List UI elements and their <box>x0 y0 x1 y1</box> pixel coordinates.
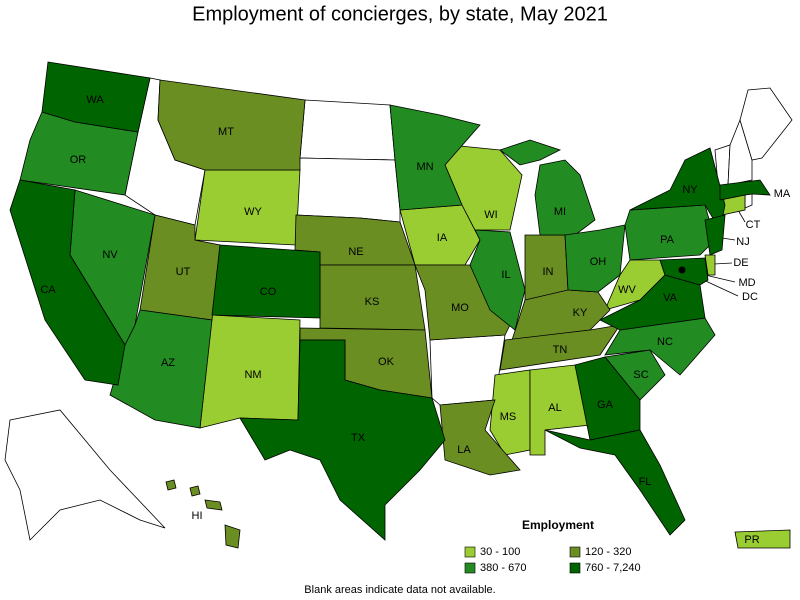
state <box>624 204 716 261</box>
state-label: MS <box>500 411 517 423</box>
state-label: TX <box>351 432 366 444</box>
state-label: NC <box>657 336 673 348</box>
state <box>41 61 151 133</box>
state-label: WA <box>86 94 104 106</box>
state-label: MT <box>218 126 234 138</box>
state-label: LA <box>457 444 471 456</box>
state-label: AZ <box>161 357 175 369</box>
state <box>389 104 481 211</box>
state-label: NY <box>682 184 698 196</box>
state-label: UT <box>176 266 191 278</box>
leader-line <box>713 262 733 265</box>
state-label: IL <box>501 269 510 281</box>
state <box>165 479 177 491</box>
state-label: WY <box>244 206 262 218</box>
state-label: NV <box>102 249 118 261</box>
state-blank <box>739 87 793 161</box>
legend: Employment 30 - 100 120 - 320 380 - 670 760… <box>464 518 641 574</box>
state-label: OH <box>590 256 607 268</box>
state <box>439 399 521 476</box>
state-label: CO <box>260 286 277 298</box>
state-label: SC <box>633 369 648 381</box>
state-label: PR <box>744 534 759 546</box>
state-label: PA <box>660 234 675 246</box>
state <box>211 244 321 319</box>
state <box>499 324 621 371</box>
state-label: KS <box>365 296 380 308</box>
state <box>704 214 726 256</box>
state-blank <box>4 409 166 541</box>
blank-states <box>4 77 793 541</box>
state-label: CA <box>40 284 56 296</box>
state-label: VA <box>663 292 678 304</box>
state-label: IN <box>543 266 554 278</box>
state-label: MI <box>554 206 566 218</box>
state <box>564 224 626 293</box>
state-blank <box>727 118 753 186</box>
state-label: MD <box>738 277 755 289</box>
legend-swatch <box>464 546 476 558</box>
state-label: NE <box>348 246 363 258</box>
legend-swatch <box>464 562 476 574</box>
legend-label: 380 - 670 <box>480 562 526 574</box>
state-label: OK <box>378 356 395 368</box>
legend-label: 120 - 320 <box>585 546 631 558</box>
legend-swatch <box>569 562 581 574</box>
state <box>189 485 201 497</box>
state <box>629 147 726 232</box>
state-label: FL <box>639 476 652 488</box>
state-label: MN <box>416 161 433 173</box>
legend-swatch <box>569 546 581 558</box>
state-label: CT <box>746 219 761 231</box>
state-label: GA <box>597 399 614 411</box>
state <box>719 179 771 201</box>
state <box>489 369 531 456</box>
state <box>224 524 241 549</box>
state-label: OR <box>70 154 87 166</box>
leader-line <box>704 274 736 283</box>
state-label: TN <box>553 344 568 356</box>
legend-label: 30 - 100 <box>480 546 520 558</box>
state <box>157 79 306 171</box>
state-label: KY <box>573 307 588 319</box>
state-blank <box>744 193 753 209</box>
state <box>499 139 562 166</box>
dc-marker <box>678 266 686 274</box>
state-label: HI <box>192 510 203 522</box>
state <box>734 529 791 549</box>
legend-label: 760 - 7,240 <box>585 562 641 574</box>
map-title: Employment of concierges, by state, May … <box>192 3 608 25</box>
state-label: WI <box>484 209 497 221</box>
state-label: AL <box>548 402 561 414</box>
state <box>239 339 446 541</box>
leader-line <box>737 209 746 223</box>
state <box>9 179 126 386</box>
state-label: IA <box>437 232 448 244</box>
states: WY NM IA WI WV MS AL CT DE PR MT UT NE KS OK MO IN KY TN LA… <box>9 61 791 549</box>
state <box>544 429 686 536</box>
state <box>574 356 641 441</box>
leader-line <box>721 237 736 241</box>
state-label: DE <box>733 257 748 269</box>
state <box>704 254 716 276</box>
state <box>534 159 596 236</box>
state-blank <box>299 99 396 161</box>
state-label: MA <box>774 188 791 200</box>
state-label: WV <box>618 284 636 296</box>
state <box>469 229 526 331</box>
state-blank <box>295 157 401 223</box>
state-label: MO <box>451 302 469 314</box>
state-label: DC <box>742 291 758 303</box>
state-label: NJ <box>736 236 749 248</box>
footnote: Blank areas indicate data not available. <box>304 584 495 596</box>
state <box>204 499 223 511</box>
state-label: NM <box>244 369 261 381</box>
legend-title: Employment <box>522 518 594 532</box>
state <box>109 309 213 429</box>
